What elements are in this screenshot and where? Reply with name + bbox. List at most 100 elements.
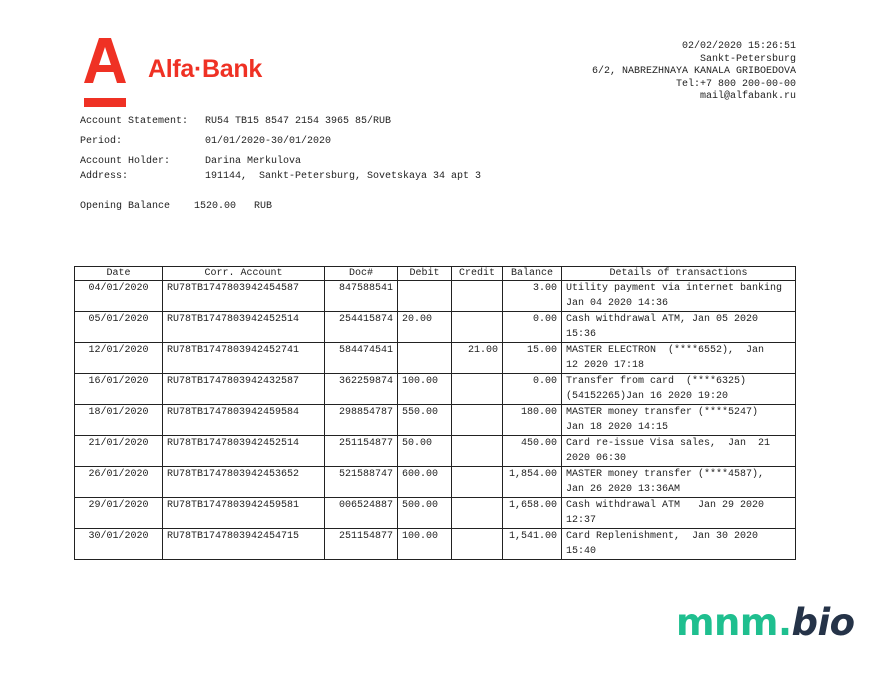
account-number: RU54 TB15 8547 2154 3965 85/RUB (205, 116, 392, 127)
watermark-part: mnm (676, 601, 778, 644)
bank-email: mail@alfabank.ru (699, 91, 796, 102)
doc-number-cell: 251154877 (324, 528, 398, 560)
credit-cell (451, 466, 503, 498)
credit-cell (451, 528, 503, 560)
table-header: Date Corr. Account Doc# Debit Credit Balance D… (74, 266, 796, 281)
credit-cell (451, 280, 503, 312)
corr-account-cell: RU78TB1747803942452514 (162, 435, 325, 467)
details-cell: Card Replenishment, Jan 30 2020 15:40 (561, 528, 796, 560)
table-row: 21/01/2020 RU78TB1747803942452514 25115487… (74, 435, 796, 467)
details-cell: MASTER money transfer (****4587), Jan 26… (561, 466, 796, 498)
corr-account-cell: RU78TB1747803942454587 (162, 280, 325, 312)
credit-cell (451, 373, 503, 405)
doc-number-cell: 847588541 (324, 280, 398, 312)
doc-number-cell: 362259874 (324, 373, 398, 405)
date-cell: 26/01/2020 (74, 466, 163, 498)
watermark-part: bio (791, 601, 856, 644)
bank-phone: Tel:+7 800 200-00-00 (675, 78, 796, 90)
credit-cell (451, 311, 503, 343)
bank-address: 6/2, NABREZHNAYA KANALA GRIBOEDOVA (591, 66, 796, 77)
date-cell: 05/01/2020 (74, 311, 163, 343)
corr-account-cell: RU78TB1747803942459581 (162, 497, 325, 529)
label: Account Holder: (80, 156, 171, 167)
debit-cell: 50.00 (397, 435, 452, 467)
label: Period: (80, 136, 123, 147)
table-row: 04/01/2020 RU78TB1747803942454587 84758854… (74, 280, 796, 312)
watermark-logo: mnm.bio (676, 601, 855, 644)
column-header: Corr. Account (162, 266, 325, 281)
column-header: Date (74, 266, 163, 281)
debit-cell: 100.00 (397, 528, 452, 560)
debit-cell (397, 280, 452, 312)
bank-info: 02/02/2020 15:26:51 Sankt-Petersburg 6/2… (592, 41, 796, 104)
balance-cell: 1,658.00 (502, 497, 562, 529)
doc-number-cell: 584474541 (324, 342, 398, 374)
details-cell: Transfer from card (****6325) (54152265)… (561, 373, 796, 405)
column-header: Doc# (324, 266, 398, 281)
date-cell: 30/01/2020 (74, 528, 163, 560)
balance-cell: 180.00 (502, 404, 562, 436)
date-cell: 18/01/2020 (74, 404, 163, 436)
date-cell: 16/01/2020 (74, 373, 163, 405)
label: Address: (80, 171, 129, 182)
column-header: Credit (451, 266, 503, 281)
table-row: 29/01/2020 RU78TB1747803942459581 00652488… (74, 497, 796, 529)
credit-cell: 21.00 (451, 342, 503, 374)
date-cell: 04/01/2020 (74, 280, 163, 312)
table-row: 30/01/2020 RU78TB1747803942454715 25115487… (74, 528, 796, 560)
date-cell: 29/01/2020 (74, 497, 163, 529)
balance-cell: 15.00 (502, 342, 562, 374)
balance-cell: 1,541.00 (502, 528, 562, 560)
balance-cell: 0.00 (502, 373, 562, 405)
period-row: Period: 01/01/2020-30/01/2020 (80, 136, 331, 147)
details-cell: Cash withdrawal ATM Jan 29 2020 12:37 (561, 497, 796, 529)
address-row: Address: 191144, Sankt-Petersburg, Sovets… (80, 171, 481, 182)
balance-cell: 1,854.00 (502, 466, 562, 498)
table-row: 26/01/2020 RU78TB1747803942453652 52158874… (74, 466, 796, 498)
balance-cell: 450.00 (502, 435, 562, 467)
details-cell: MASTER money transfer (****5247) Jan 18 … (561, 404, 796, 436)
transactions-table: Date Corr. Account Doc# Debit Credit Balance D… (74, 266, 796, 560)
debit-cell: 20.00 (397, 311, 452, 343)
details-cell: MASTER ELECTRON (****6552), Jan 12 2020 … (561, 342, 796, 374)
date-cell: 21/01/2020 (74, 435, 163, 467)
corr-account-cell: RU78TB1747803942432587 (162, 373, 325, 405)
period-value: 01/01/2020-30/01/2020 (205, 136, 332, 147)
bank-city: Sankt-Petersburg (699, 53, 796, 65)
balance-cell: 3.00 (502, 280, 562, 312)
table-row: 12/01/2020 RU78TB1747803942452741 58447454… (74, 342, 796, 374)
statement-datetime: 02/02/2020 15:26:51 (681, 41, 796, 52)
holder-name: Darina Merkulova (205, 156, 302, 167)
credit-cell (451, 435, 503, 467)
opening-balance: Opening Balance 1520.00 RUB (80, 201, 273, 212)
corr-account-cell: RU78TB1747803942452741 (162, 342, 325, 374)
corr-account-cell: RU78TB1747803942453652 (162, 466, 325, 498)
corr-account-cell: RU78TB1747803942452514 (162, 311, 325, 343)
table-row: 16/01/2020 RU78TB1747803942432587 36225987… (74, 373, 796, 405)
debit-cell: 550.00 (397, 404, 452, 436)
credit-cell (451, 497, 503, 529)
details-cell: Card re-issue Visa sales, Jan 21 2020 06… (561, 435, 796, 467)
bank-logo-text: Alfa·Bank (148, 55, 262, 83)
column-header: Balance (502, 266, 562, 281)
date-cell: 12/01/2020 (74, 342, 163, 374)
doc-number-cell: 251154877 (324, 435, 398, 467)
doc-number-cell: 521588747 (324, 466, 398, 498)
corr-account-cell: RU78TB1747803942454715 (162, 528, 325, 560)
holder-row: Account Holder: Darina Merkulova (80, 156, 301, 167)
watermark-dot: . (777, 601, 792, 644)
credit-cell (451, 404, 503, 436)
doc-number-cell: 298854787 (324, 404, 398, 436)
account-statement-row: Account Statement: RU54 TB15 8547 2154 39… (80, 116, 391, 127)
doc-number-cell: 006524887 (324, 497, 398, 529)
address-value: 191144, Sankt-Petersburg, Sovetskaya 34 … (205, 171, 482, 182)
column-header: Details of transactions (561, 266, 796, 281)
debit-cell: 600.00 (397, 466, 452, 498)
balance-cell: 0.00 (502, 311, 562, 343)
doc-number-cell: 254415874 (324, 311, 398, 343)
debit-cell: 500.00 (397, 497, 452, 529)
details-cell: Cash withdrawal ATM, Jan 05 2020 15:36 (561, 311, 796, 343)
label: Account Statement: (80, 116, 189, 127)
debit-cell: 100.00 (397, 373, 452, 405)
